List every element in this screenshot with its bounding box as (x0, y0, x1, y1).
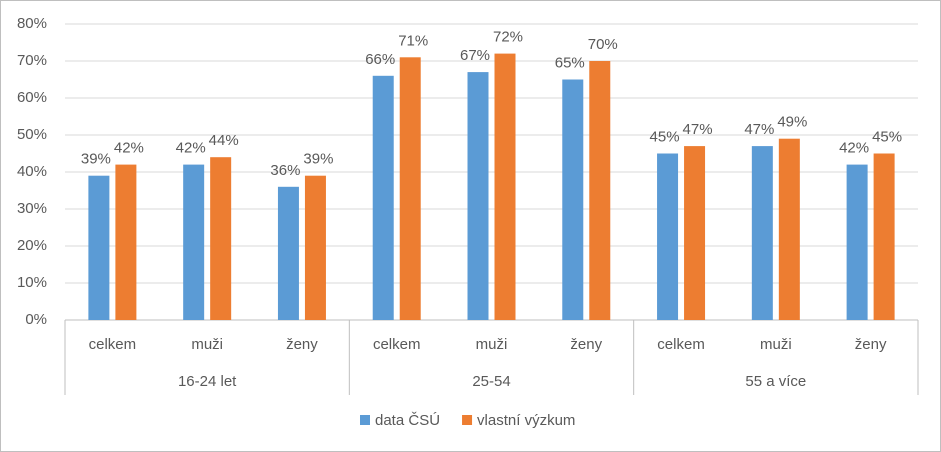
x-tick-label: celkem (89, 336, 137, 353)
group-label: 55 a více (745, 373, 806, 390)
bar (494, 53, 516, 320)
bar (399, 57, 421, 321)
legend-label: data ČSÚ (375, 412, 440, 429)
bar (372, 75, 394, 320)
bar (115, 164, 137, 320)
x-tick-label: muži (760, 336, 792, 353)
data-label: 42% (114, 140, 144, 157)
data-label: 49% (777, 114, 807, 131)
x-tick-label: muži (191, 336, 223, 353)
data-label: 47% (744, 121, 774, 138)
y-tick-label: 10% (17, 274, 47, 291)
data-label: 67% (460, 47, 490, 64)
bar (846, 164, 868, 320)
data-label: 45% (650, 128, 680, 145)
bar (88, 175, 110, 320)
data-label: 44% (209, 132, 239, 149)
y-tick-label: 20% (17, 237, 47, 254)
group-label: 25-54 (472, 373, 510, 390)
group-label: 16-24 let (178, 373, 237, 390)
data-label: 65% (555, 54, 585, 71)
bar (210, 157, 232, 320)
data-label: 39% (303, 151, 333, 168)
y-tick-label: 80% (17, 15, 47, 32)
data-label: 66% (365, 51, 395, 68)
data-label: 70% (588, 36, 618, 53)
data-label: 36% (270, 162, 300, 179)
data-label: 72% (493, 29, 523, 46)
y-tick-label: 60% (17, 89, 47, 106)
x-tick-label: ženy (855, 336, 887, 353)
x-tick-label: muži (476, 336, 508, 353)
data-label: 42% (839, 140, 869, 157)
bar (277, 186, 299, 320)
bar (657, 153, 679, 320)
bar (873, 153, 895, 320)
bar (778, 138, 800, 320)
y-tick-label: 30% (17, 200, 47, 217)
bar (467, 72, 489, 320)
bar (751, 146, 773, 320)
data-label: 42% (176, 140, 206, 157)
legend-swatch (462, 415, 473, 425)
x-tick-label: ženy (570, 336, 602, 353)
bar (562, 79, 584, 320)
bar (589, 61, 611, 320)
x-tick-label: celkem (373, 336, 421, 353)
y-tick-label: 70% (17, 52, 47, 69)
bar (304, 175, 326, 320)
data-label: 45% (872, 128, 902, 145)
data-label: 47% (683, 121, 713, 138)
legend-swatch (360, 415, 370, 425)
bar (183, 164, 205, 320)
x-tick-label: celkem (657, 336, 705, 353)
y-tick-label: 40% (17, 163, 47, 180)
data-label: 39% (81, 151, 111, 168)
y-tick-label: 50% (17, 126, 47, 143)
data-label: 71% (398, 32, 428, 49)
y-tick-label: 0% (25, 311, 47, 328)
x-tick-label: ženy (286, 336, 318, 353)
legend-label: vlastní výzkum (477, 412, 575, 429)
bar (684, 146, 706, 320)
